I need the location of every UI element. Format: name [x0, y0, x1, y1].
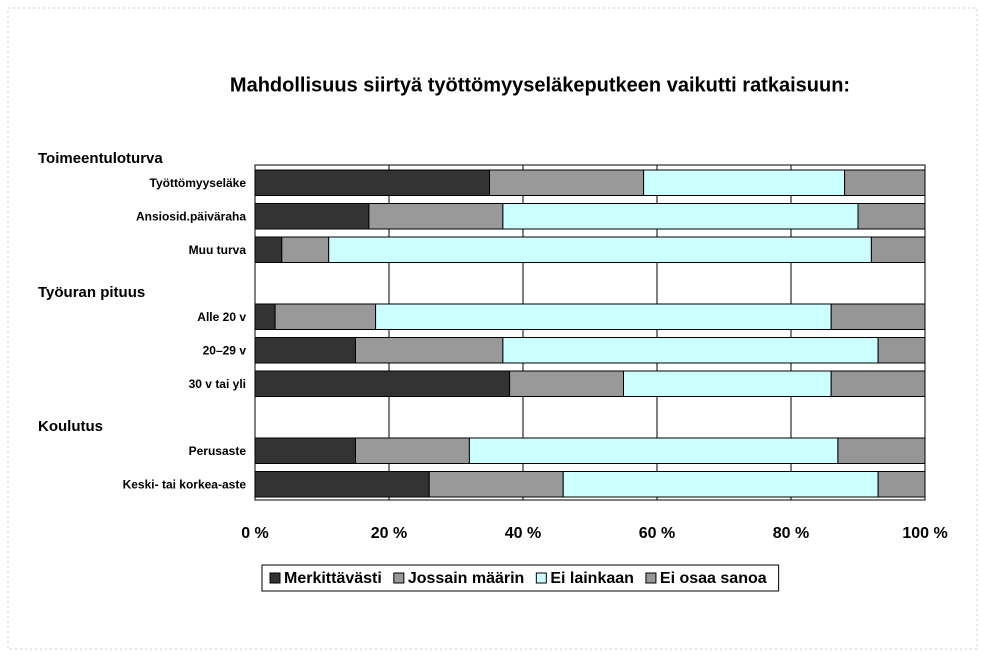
legend-label: Jossain määrin [408, 570, 525, 587]
bar-segment [830, 370, 926, 397]
legend-swatch [393, 572, 405, 584]
bar-segment [254, 303, 276, 330]
bar-segment [254, 337, 356, 364]
bar-segment [830, 303, 926, 330]
y-tick-label: 20–29 v [203, 343, 247, 357]
legend-label: Ei osaa sanoa [660, 570, 767, 587]
x-tick-label: 0 % [241, 525, 269, 542]
bar-segment [375, 303, 832, 330]
group-label: Toimeentuloturva [38, 150, 163, 167]
y-tick-label: Ansiosid.päiväraha [136, 209, 246, 223]
bar-segment [355, 437, 470, 464]
bar-segment [254, 437, 356, 464]
bar-segment [254, 203, 370, 230]
bar-segment [623, 370, 832, 397]
x-tick-label: 20 % [371, 525, 407, 542]
y-tick-label: 30 v tai yli [189, 377, 246, 391]
group-label: Työuran pituus [38, 284, 145, 301]
y-tick-label: Alle 20 v [197, 310, 246, 324]
y-tick-label: Perusaste [189, 444, 247, 458]
legend-label: Ei lainkaan [550, 570, 634, 587]
x-tick-label: 100 % [902, 525, 947, 542]
x-tick-label: 80 % [773, 525, 809, 542]
bar-segment [428, 471, 564, 498]
y-tick-label: Muu turva [189, 243, 247, 257]
legend-swatch [535, 572, 547, 584]
group-label: Koulutus [38, 418, 103, 435]
bar-segment [844, 169, 926, 196]
bar-segment [643, 169, 846, 196]
bar-segment [877, 337, 926, 364]
bar-segment [562, 471, 879, 498]
bar-segment [489, 169, 645, 196]
legend [261, 564, 780, 592]
bar-segment [870, 236, 926, 263]
x-tick-label: 40 % [505, 525, 541, 542]
bar-segment [468, 437, 839, 464]
y-tick-label: Työttömyyseläke [150, 176, 247, 190]
bar-segment [857, 203, 926, 230]
bar-segment [368, 203, 504, 230]
bar-segment [254, 370, 511, 397]
bar-segment [254, 169, 490, 196]
bar-segment [502, 203, 859, 230]
bar-segment [355, 337, 504, 364]
chart-title: Mahdollisuus siirtyä työttömyyseläkeputk… [230, 74, 850, 96]
x-tick-label: 60 % [639, 525, 675, 542]
bar-segment [877, 471, 926, 498]
bar-segment [274, 303, 377, 330]
bar-segment [509, 370, 625, 397]
legend-swatch [645, 572, 657, 584]
bar-segment [502, 337, 879, 364]
y-tick-label: Keski- tai korkea-aste [123, 477, 247, 491]
bar-segment [328, 236, 872, 263]
bar-segment [837, 437, 926, 464]
bar-segment [254, 471, 430, 498]
legend-swatch [269, 572, 281, 584]
bar-segment [281, 236, 330, 263]
bar-segment [254, 236, 283, 263]
legend-label: Merkittävästi [284, 570, 382, 587]
